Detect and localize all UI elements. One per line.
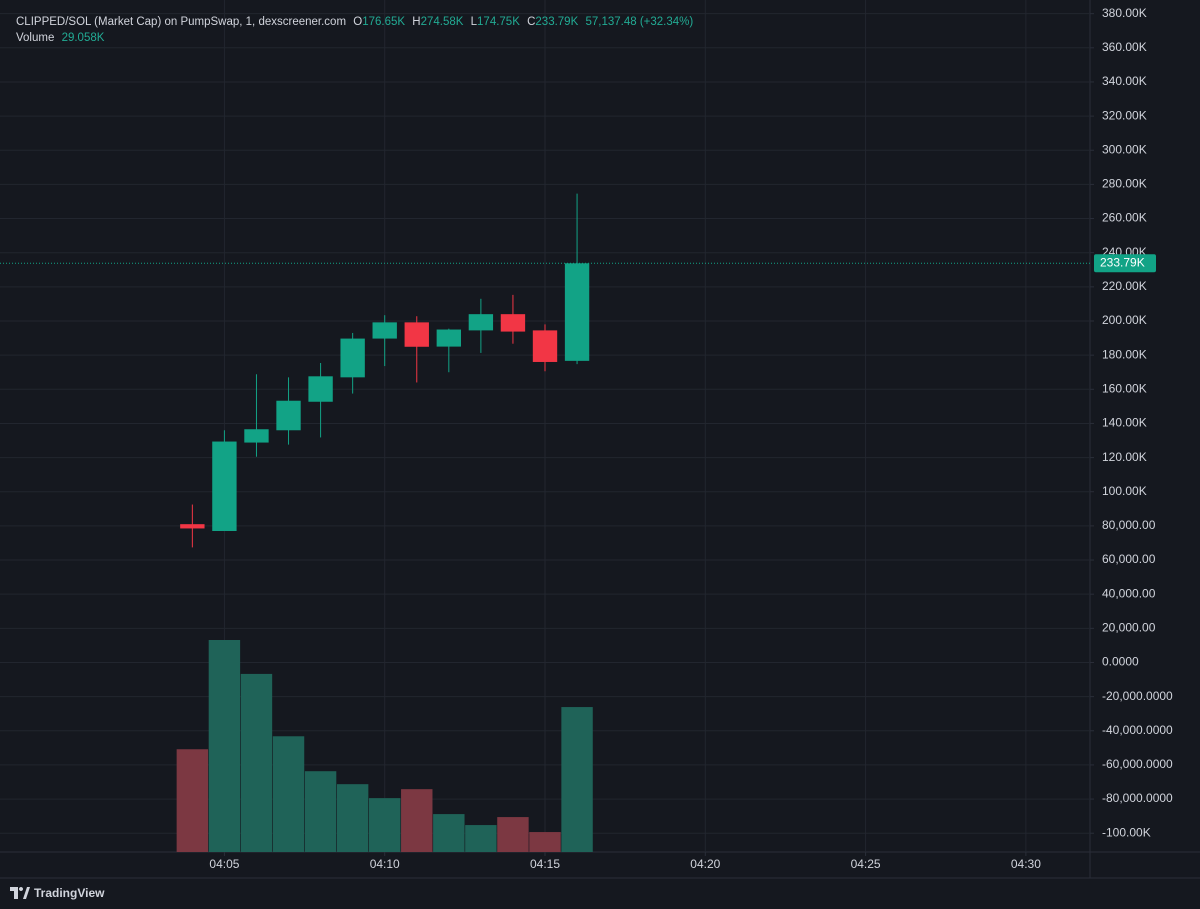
y-tick-label: 360.00K [1102,40,1147,54]
y-tick-label: 380.00K [1102,6,1147,20]
legend-title: CLIPPED/SOL (Market Cap) on PumpSwap, 1,… [16,16,347,28]
y-tick-label: 60,000.00 [1102,552,1156,566]
last-price-label: 233.79K [1100,255,1145,269]
volume-bar [401,789,433,852]
volume-bar [240,673,273,852]
brand: TradingView [10,886,104,900]
legend-letter: C [527,16,536,28]
volume-bar [304,771,337,852]
y-tick-label: 180.00K [1102,347,1147,361]
y-tick-label: 260.00K [1102,211,1147,225]
y-tick-label: 140.00K [1102,416,1147,430]
legend-change: 57,137.48 (+32.34%) [585,16,694,28]
volume-value: 29.058K [61,32,105,44]
legend-letter: H [412,16,421,28]
x-tick-label: 04:10 [370,857,400,871]
y-tick-label: 40,000.00 [1102,586,1156,600]
volume-bar [272,736,305,852]
legend-row: CLIPPED/SOL (Market Cap) on PumpSwap, 1,… [16,14,697,30]
volume-bar [176,749,209,852]
legend-row: Volume 29.058K [16,30,697,46]
volume-bar [208,640,241,852]
volume-bar [529,832,561,852]
y-tick-label: -80,000.0000 [1102,791,1173,805]
legend-letter: L [470,16,478,28]
y-tick-label: 320.00K [1102,108,1147,122]
y-tick-label: 280.00K [1102,177,1147,191]
x-tick-label: 04:30 [1011,857,1041,871]
y-tick-label: 160.00K [1102,381,1147,395]
y-tick-label: -100.00K [1102,825,1151,839]
legend-letter: O [353,16,363,28]
candle-body [564,263,590,361]
legend: CLIPPED/SOL (Market Cap) on PumpSwap, 1,… [16,14,697,46]
candle-body [244,429,269,443]
volume-bar [561,707,593,852]
y-tick-label: 0.0000 [1102,655,1139,669]
legend-value: 233.79K [535,16,579,28]
legend-value: 274.58K [420,16,464,28]
candle-body [180,524,205,529]
legend-value: 176.65K [362,16,406,28]
y-tick-label: 300.00K [1102,142,1147,156]
volume-bar [465,825,497,852]
candle-body [468,314,494,331]
y-tick-label: 340.00K [1102,74,1147,88]
y-tick-label: 20,000.00 [1102,621,1156,635]
volume-name: Volume [16,32,55,44]
y-tick-label: 80,000.00 [1102,518,1156,532]
y-tick-label: -40,000.0000 [1102,723,1173,737]
candle-body [372,322,397,339]
x-tick-label: 04:05 [209,857,239,871]
volume-bar [433,814,465,852]
brand-name: TradingView [34,886,105,900]
candle-body [308,376,333,402]
candle-body [276,400,301,431]
candle-body [436,329,462,347]
brand-logo [10,887,30,899]
y-tick-label: -60,000.0000 [1102,757,1173,771]
y-tick-label: 200.00K [1102,313,1147,327]
y-tick-label: 100.00K [1102,484,1147,498]
x-tick-label: 04:20 [690,857,720,871]
candle-body [212,441,237,532]
candle-body [500,314,526,332]
last-price-tag [1094,254,1156,273]
y-tick-label: -20,000.0000 [1102,689,1173,703]
volume-bar [336,784,369,852]
volume-bar [497,817,529,852]
candle-body [340,338,365,378]
y-tick-label: 120.00K [1102,450,1147,464]
candle-body [404,322,429,347]
x-tick-label: 04:25 [851,857,881,871]
legend-value: 174.75K [477,16,520,28]
candle-body [532,330,558,362]
x-tick-label: 04:15 [530,857,560,871]
volume-bar [368,798,401,852]
y-tick-label: 220.00K [1102,279,1147,293]
